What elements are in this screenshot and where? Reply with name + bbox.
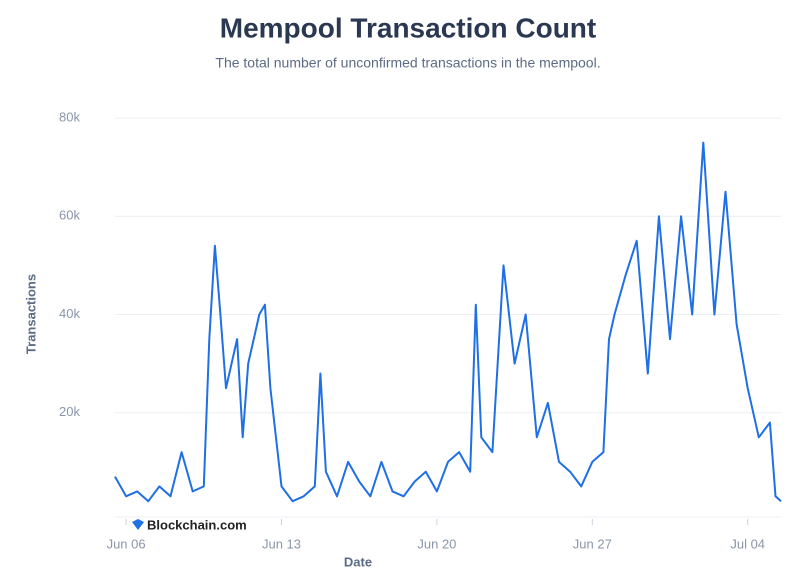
y-tick-label: 80k: [59, 109, 80, 124]
x-tick-label: Jun 27: [573, 536, 612, 551]
x-tick-label: Jun 20: [417, 536, 456, 551]
x-tick-label: Jun 06: [107, 536, 146, 551]
x-tick-label: Jul 04: [730, 536, 765, 551]
y-axis-label: Transactions: [23, 274, 38, 354]
logo-icon: [132, 519, 144, 530]
chart-subtitle: The total number of unconfirmed transact…: [215, 55, 600, 71]
x-tick-label: Jun 13: [262, 536, 301, 551]
y-tick-label: 60k: [59, 208, 80, 223]
watermark: Blockchain.com: [147, 517, 247, 532]
data-line: [114, 141, 782, 503]
y-tick-label: 20k: [59, 404, 80, 419]
x-axis-label: Date: [344, 554, 372, 569]
y-tick-label: 40k: [59, 306, 80, 321]
chart-title: Mempool Transaction Count: [220, 12, 596, 43]
